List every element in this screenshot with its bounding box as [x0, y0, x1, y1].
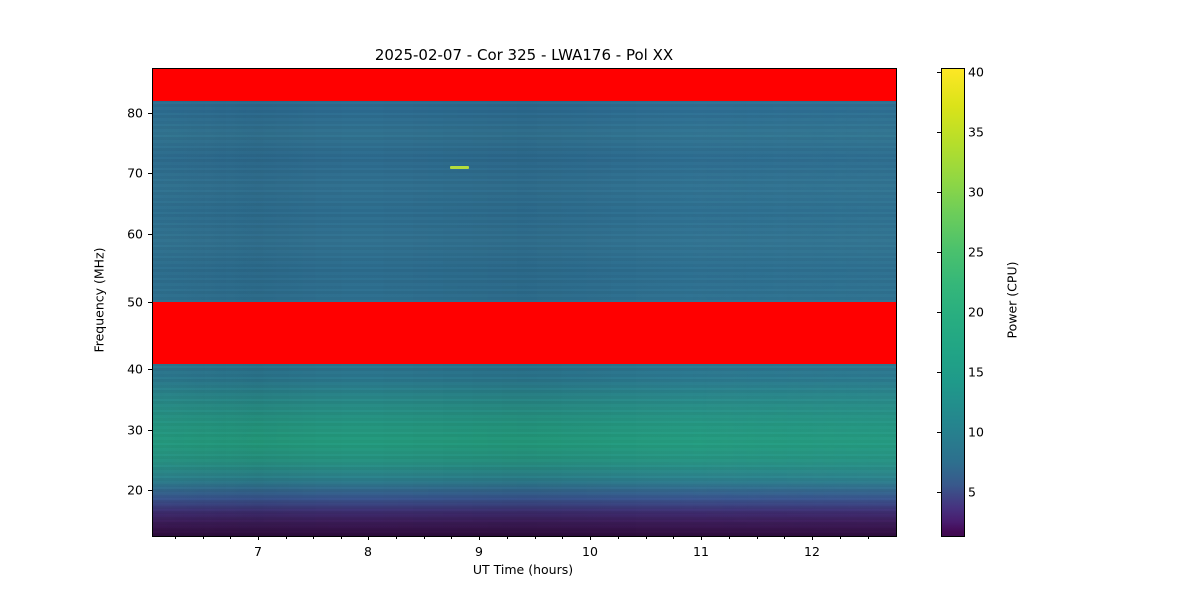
xtick-10: [590, 536, 592, 540]
ytick-70: [148, 173, 152, 175]
cbtick-30: [937, 192, 941, 194]
cbticklabel-15: 15: [968, 364, 984, 380]
yticklabel-40: 40: [127, 361, 143, 377]
xtick-minor-3: [230, 536, 232, 539]
flagged-band-mid: [153, 302, 896, 364]
xticklabel-11: 11: [693, 544, 709, 559]
ytick-30: [148, 430, 152, 432]
xticklabel-8: 8: [364, 544, 372, 559]
cbtick-20: [937, 312, 941, 314]
xticklabel-7: 7: [254, 544, 262, 559]
yticklabel-50: 50: [127, 294, 143, 310]
xtick-minor-4: [286, 536, 288, 539]
xtick-minor-5: [313, 536, 315, 539]
cbticklabel-10: 10: [968, 424, 984, 440]
xtick-minor-8: [424, 536, 426, 539]
yticklabel-80: 80: [127, 105, 143, 121]
x-axis-label: UT Time (hours): [472, 562, 574, 577]
y-axis-label: Frequency (MHz): [91, 247, 107, 353]
cbticklabel-30: 30: [968, 184, 984, 200]
cbticklabel-35: 35: [968, 124, 984, 140]
yticklabel-70: 70: [127, 165, 143, 181]
xtick-minor-15: [673, 536, 675, 539]
cbtick-15: [937, 372, 941, 374]
xticklabel-10: 10: [582, 544, 598, 559]
cbtick-10: [937, 432, 941, 434]
flagged-band-upper: [153, 69, 896, 101]
xtick-minor-13: [618, 536, 620, 539]
xtick-minor-20: [868, 536, 870, 539]
colorbar-label: Power (CPU): [1004, 261, 1020, 339]
xtick-minor-12: [562, 536, 564, 539]
ytick-20: [148, 490, 152, 492]
figure-title: 2025-02-07 - Cor 325 - LWA176 - Pol XX: [374, 46, 674, 64]
xtick-minor-11: [535, 536, 537, 539]
xtick-12: [812, 536, 814, 540]
xtick-minor-2: [203, 536, 205, 539]
xtick-minor-7: [396, 536, 398, 539]
ytick-50: [148, 302, 152, 304]
xtick-minor-19: [840, 536, 842, 539]
ytick-80: [148, 113, 152, 115]
rfi-streak-marker: [450, 166, 469, 169]
xtick-minor-10: [507, 536, 509, 539]
xtick-8: [368, 536, 370, 540]
cbticklabel-20: 20: [968, 304, 984, 320]
xticklabel-9: 9: [475, 544, 483, 559]
ytick-40: [148, 369, 152, 371]
xtick-minor-17: [757, 536, 759, 539]
yticklabel-30: 30: [127, 422, 143, 438]
ytick-60: [148, 234, 152, 236]
xtick-7: [258, 536, 260, 540]
cbtick-35: [937, 132, 941, 134]
cbticklabel-25: 25: [968, 244, 984, 260]
xtick-minor-1: [175, 536, 177, 539]
colorbar[interactable]: [941, 68, 965, 537]
yticklabel-60: 60: [127, 226, 143, 242]
xtick-minor-14: [646, 536, 648, 539]
spectrogram-axes[interactable]: [152, 68, 897, 537]
xtick-minor-18: [784, 536, 786, 539]
cbticklabel-40: 40: [968, 64, 984, 80]
xtick-minor-9: [451, 536, 453, 539]
xtick-minor-6: [341, 536, 343, 539]
xtick-9: [479, 536, 481, 540]
cbtick-5: [937, 492, 941, 494]
cbticklabel-5: 5: [968, 484, 976, 500]
yticklabel-20: 20: [127, 482, 143, 498]
xticklabel-12: 12: [804, 544, 820, 559]
xtick-11: [701, 536, 703, 540]
xtick-minor-16: [729, 536, 731, 539]
cbtick-40: [937, 72, 941, 74]
cbtick-25: [937, 252, 941, 254]
